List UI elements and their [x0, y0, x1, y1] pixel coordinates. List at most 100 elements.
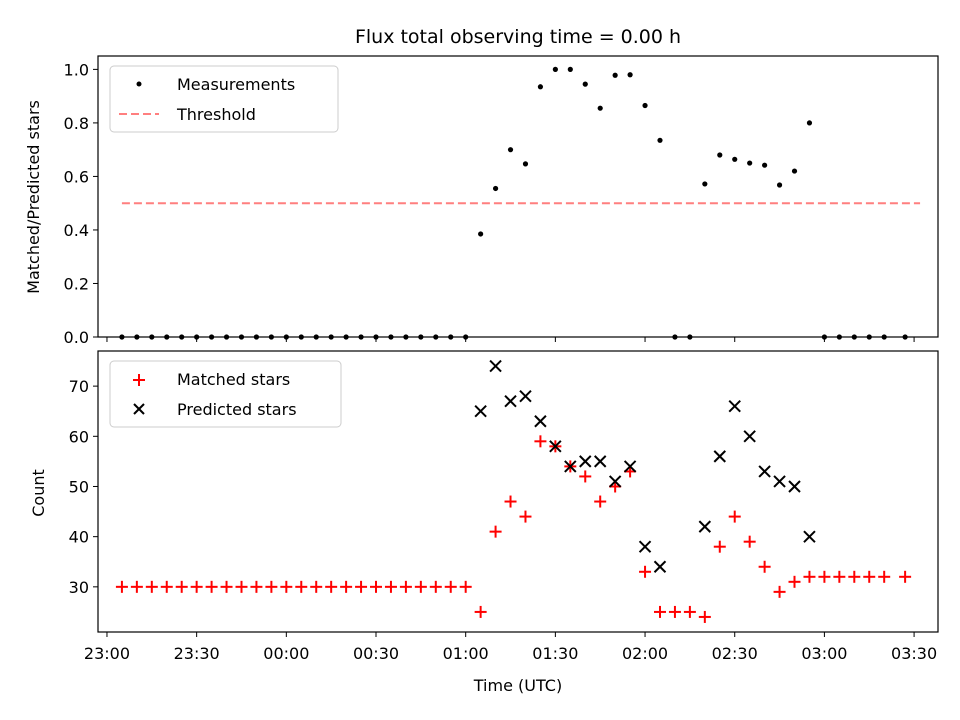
measurement-point: [776, 182, 783, 188]
bottom-axes-frame: [97, 350, 939, 633]
predicted-star-stroke-b: [713, 450, 726, 463]
predicted-star-point: [489, 359, 502, 373]
predicted-star-point: [698, 520, 712, 533]
predicted-star-stroke-b: [698, 520, 712, 533]
matched-star-point: [489, 525, 502, 538]
predicted-star-point: [549, 440, 562, 453]
matched-star-point: [310, 580, 323, 593]
top-axes-frame: [97, 55, 939, 338]
matched-star-point: [639, 565, 652, 578]
measurement-point: [552, 66, 558, 72]
bottom-panel: Count Time (UTC) 30 40 50 60 70 23:00 23:30 00…: [29, 350, 939, 695]
measurement-point: [522, 161, 529, 167]
measurement-point: [762, 162, 768, 168]
predicted-star-stroke-b: [579, 455, 592, 468]
matched-star-point: [295, 580, 308, 593]
predicted-star-stroke-b: [638, 540, 652, 553]
matched-star-point: [444, 580, 457, 593]
top-y-tick-label: 1.0: [64, 60, 89, 79]
predicted-star-point: [713, 450, 726, 463]
matched-star-point: [370, 580, 383, 593]
matched-star-point: [758, 560, 771, 573]
matched-star-point: [280, 580, 293, 593]
matched-star-point: [340, 580, 353, 593]
measurement-point: [567, 66, 573, 72]
bottom-x-tick-label: 02:00: [622, 644, 668, 663]
matched-star-point: [728, 510, 741, 523]
predicted-star-point: [474, 405, 487, 418]
predicted-star-stroke-b: [519, 389, 532, 403]
bottom-x-tick-label: 03:30: [891, 644, 937, 663]
matched-star-point: [863, 570, 876, 583]
predicted-star-point: [534, 415, 547, 428]
measurement-point: [717, 152, 723, 158]
measurement-point: [642, 102, 648, 109]
top-legend-box: [109, 65, 339, 133]
predicted-star-point: [608, 475, 622, 488]
predicted-star-stroke-b: [564, 460, 577, 473]
predicted-star-stroke-b: [773, 475, 786, 488]
predicted-star-point: [519, 389, 532, 403]
matched-star-point: [160, 580, 173, 593]
predicted-star-stroke-b: [608, 475, 622, 488]
measurement-point: [582, 81, 588, 87]
matched-star-point: [205, 580, 218, 593]
top-ylabel: Matched/Predicted stars: [24, 100, 43, 294]
measurement-point: [747, 160, 753, 166]
predicted-star-point: [579, 455, 592, 468]
top-y-tick-label: 0.6: [64, 167, 89, 186]
matched-star-point: [743, 535, 756, 548]
bottom-legend-box: [109, 360, 342, 428]
bottom-x-tick-label: 01:00: [443, 644, 489, 663]
predicted-star-point: [504, 394, 517, 408]
legend-measurements-label: Measurements: [177, 75, 295, 94]
bottom-x-tick-label: 23:30: [174, 644, 220, 663]
bottom-x-tick-label: 03:00: [801, 644, 847, 663]
matched-star-point: [653, 605, 666, 618]
matched-star-point: [773, 585, 786, 598]
measurement-point: [791, 168, 798, 174]
bottom-xlabel: Time (UTC): [473, 676, 562, 695]
bottom-x-tick-label: 23:00: [84, 644, 130, 663]
matched-star-point: [414, 580, 427, 593]
matched-star-point: [534, 435, 547, 448]
measurement-point: [597, 105, 603, 111]
bottom-x-tick-label: 02:30: [712, 644, 758, 663]
predicted-star-point: [564, 460, 577, 473]
bottom-y-tick-label: 60: [69, 427, 89, 446]
matched-star-point: [130, 580, 143, 593]
top-y-tick-label: 0.2: [64, 274, 89, 293]
matched-star-point: [399, 580, 412, 593]
top-panel: Flux total observing time = 0.00 h Match…: [24, 26, 939, 347]
matched-star-point: [190, 580, 203, 593]
matched-star-point: [384, 580, 397, 593]
predicted-star-stroke-b: [593, 455, 607, 468]
top-y-tick-label: 0.8: [64, 114, 89, 133]
bottom-x-tick-label: 00:00: [263, 644, 309, 663]
predicted-star-point: [758, 465, 771, 478]
matched-star-point: [788, 575, 801, 588]
matched-star-point: [818, 570, 831, 583]
matched-star-point: [265, 580, 278, 593]
legend-matched-marker: [133, 374, 145, 386]
bottom-x-tick-label: 01:30: [532, 644, 578, 663]
matched-star-point: [878, 570, 891, 583]
legend-measurements-marker: [136, 81, 142, 87]
predicted-star-point: [788, 480, 801, 493]
matched-star-point: [429, 580, 442, 593]
predicted-star-point: [773, 475, 786, 488]
measurement-point: [627, 72, 633, 78]
predicted-star-point: [638, 540, 652, 553]
measurement-point: [657, 137, 663, 143]
measurement-point: [806, 120, 813, 126]
matched-star-point: [833, 570, 846, 583]
top-title: Flux total observing time = 0.00 h: [355, 26, 681, 48]
bottom-y-ticks: 30 40 50 60 70: [69, 377, 98, 597]
predicted-star-point: [623, 460, 637, 473]
matched-star-point: [803, 570, 816, 583]
predicted-star-stroke-b: [788, 480, 801, 493]
bottom-x-tick-label: 00:30: [353, 644, 399, 663]
top-legend: Measurements Threshold: [109, 65, 339, 133]
predicted-star-point: [593, 455, 607, 468]
